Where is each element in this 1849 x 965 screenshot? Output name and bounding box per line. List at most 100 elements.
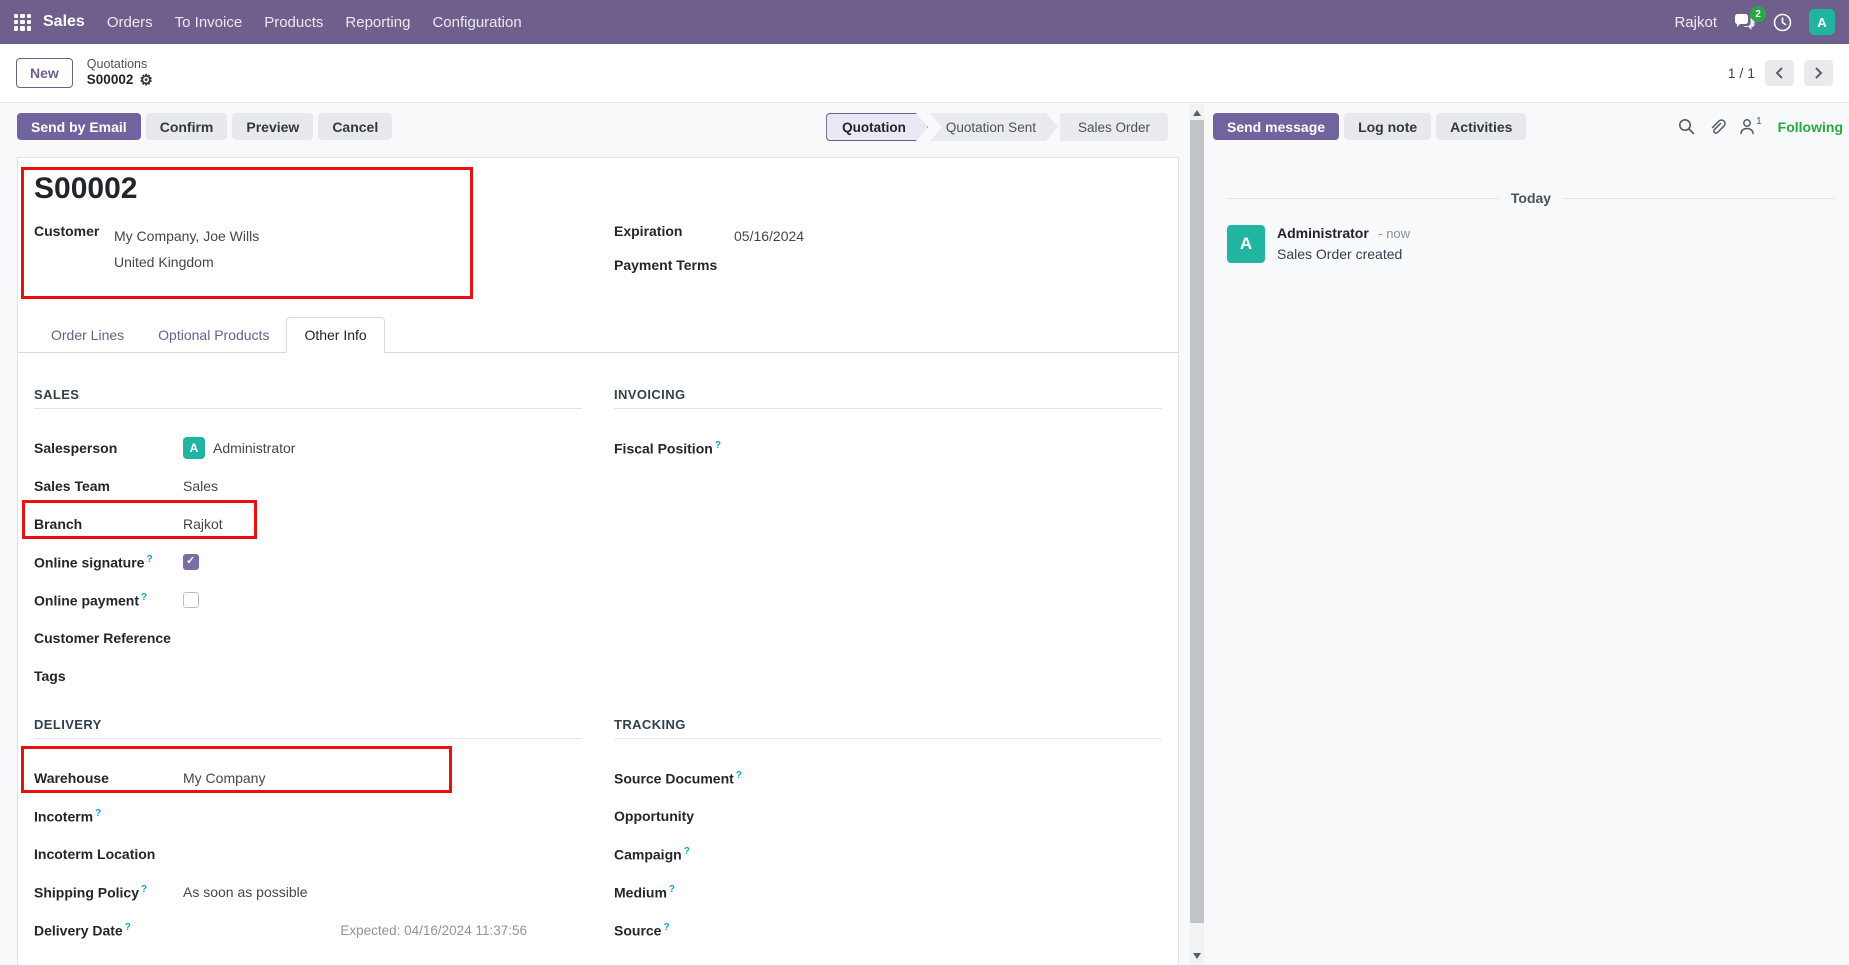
breadcrumb: Quotations S00002 ⚙ [87,57,153,90]
shipping-policy-value[interactable]: As soon as possible [183,884,308,900]
incoterm-label: Incoterm? [34,807,102,825]
field-fiscal-position: Fiscal Position? [614,429,1162,467]
scrollbar-thumb[interactable] [1190,120,1204,923]
online-payment-label: Online payment? [34,591,148,609]
help-icon[interactable]: ? [663,921,670,933]
help-icon[interactable]: ? [735,769,742,781]
fiscal-position-label: Fiscal Position? [614,439,721,457]
invoicing-section-title: INVOICING [614,387,1162,409]
tracking-section-title: TRACKING [614,717,1162,739]
menu-reporting[interactable]: Reporting [345,13,411,31]
message-avatar: A [1227,225,1265,263]
expiration-label: Expiration [614,223,683,239]
incoterm-location-label: Incoterm Location [34,846,156,862]
user-avatar[interactable]: A [1809,9,1835,35]
field-customer: Customer My Company, Joe Wills United Ki… [34,223,582,283]
vertical-scrollbar[interactable] [1190,104,1204,965]
field-source-document: Source Document? [614,759,1162,797]
help-icon[interactable]: ? [95,807,102,819]
help-icon[interactable]: ? [146,553,153,565]
cancel-button[interactable]: Cancel [318,113,393,140]
field-campaign: Campaign? [614,835,1162,873]
send-by-email-button[interactable]: Send by Email [17,113,141,140]
field-online-signature: Online signature? [34,543,582,581]
menu-to-invoice[interactable]: To Invoice [174,13,243,31]
scroll-down-arrow[interactable] [1193,953,1201,959]
attachments-paperclip-icon[interactable] [1708,118,1726,136]
online-signature-label: Online signature? [34,553,153,571]
tab-optional-products[interactable]: Optional Products [158,327,270,343]
field-customer-reference: Customer Reference [34,619,582,657]
scroll-up-arrow[interactable] [1193,110,1201,116]
field-medium: Medium? [614,873,1162,911]
preview-button[interactable]: Preview [232,113,314,140]
search-messages-icon[interactable] [1678,118,1695,135]
order-title: S00002 [34,172,138,205]
warehouse-value[interactable]: My Company [183,770,266,786]
send-message-button[interactable]: Send message [1213,113,1340,140]
salesperson-avatar: A [183,437,205,459]
settings-gear-icon[interactable]: ⚙ [139,72,153,90]
follower-count: 1 [1756,116,1762,127]
menu-configuration[interactable]: Configuration [432,13,522,31]
field-opportunity: Opportunity [614,797,1162,835]
help-icon[interactable]: ? [141,883,148,895]
messages-icon[interactable]: 2 [1734,6,1766,31]
status-sales-order[interactable]: Sales Order [1059,113,1168,141]
branch-label: Branch [34,516,83,532]
sales-team-value[interactable]: Sales [183,478,219,494]
salesperson-value[interactable]: Administrator [213,440,296,456]
pager-next-button[interactable] [1804,60,1833,86]
followers-icon[interactable]: 1 [1739,116,1762,135]
help-icon[interactable]: ? [668,883,675,895]
status-quotation-sent[interactable]: Quotation Sent [930,113,1058,141]
field-branch: Branch Rajkot [34,505,582,543]
help-icon[interactable]: ? [714,439,721,451]
payment-terms-label: Payment Terms [614,257,718,273]
help-icon[interactable]: ? [683,845,690,857]
company-switcher[interactable]: Rajkot [1674,13,1717,31]
confirm-button[interactable]: Confirm [145,113,228,140]
customer-label: Customer [34,223,100,239]
new-button[interactable]: New [16,58,73,88]
group-invoicing: INVOICING Fiscal Position? [614,387,1162,467]
warehouse-label: Warehouse [34,770,109,786]
date-divider: Today [1227,190,1836,206]
menu-orders[interactable]: Orders [106,13,153,31]
online-payment-checkbox[interactable] [183,592,199,608]
field-warehouse: Warehouse My Company [34,759,582,797]
help-icon[interactable]: ? [141,591,148,603]
field-incoterm-location: Incoterm Location [34,835,582,873]
customer-name[interactable]: My Company, Joe Wills [114,228,260,244]
opportunity-label: Opportunity [614,808,695,824]
tab-other-info[interactable]: Other Info [286,317,385,353]
record-pager: 1 / 1 [1728,60,1833,86]
status-quotation[interactable]: Quotation [826,113,928,141]
statusbar: Quotation Quotation Sent Sales Order [824,113,1168,141]
menu-products[interactable]: Products [264,13,324,31]
expiration-value[interactable]: 05/16/2024 [734,228,805,244]
message-author[interactable]: Administrator [1277,225,1369,241]
log-note-button[interactable]: Log note [1344,113,1432,140]
following-button[interactable]: Following [1777,118,1843,135]
field-incoterm: Incoterm? [34,797,582,835]
tab-order-lines[interactable]: Order Lines [51,327,125,343]
activities-button[interactable]: Activities [1436,113,1527,140]
apps-grid-icon[interactable] [14,13,31,31]
customer-value[interactable]: My Company, Joe Wills United Kingdom [114,223,259,275]
shipping-policy-label: Shipping Policy? [34,883,148,901]
messages-badge: 2 [1750,6,1766,22]
main-navbar: Sales Orders To Invoice Products Reporti… [0,0,1849,44]
app-name[interactable]: Sales [43,13,85,30]
customer-reference-label: Customer Reference [34,630,171,646]
activities-clock-icon[interactable] [1773,13,1792,32]
tags-label: Tags [34,668,66,684]
group-sales: SALES Salesperson A Administrator Sales … [34,387,582,695]
breadcrumb-quotations[interactable]: Quotations [86,56,148,71]
branch-value[interactable]: Rajkot [183,516,223,532]
pager-previous-button[interactable] [1765,60,1794,86]
online-signature-checkbox[interactable] [183,554,199,570]
delivery-section-title: DELIVERY [34,717,582,739]
help-icon[interactable]: ? [124,921,131,933]
date-divider-label: Today [1510,190,1552,206]
